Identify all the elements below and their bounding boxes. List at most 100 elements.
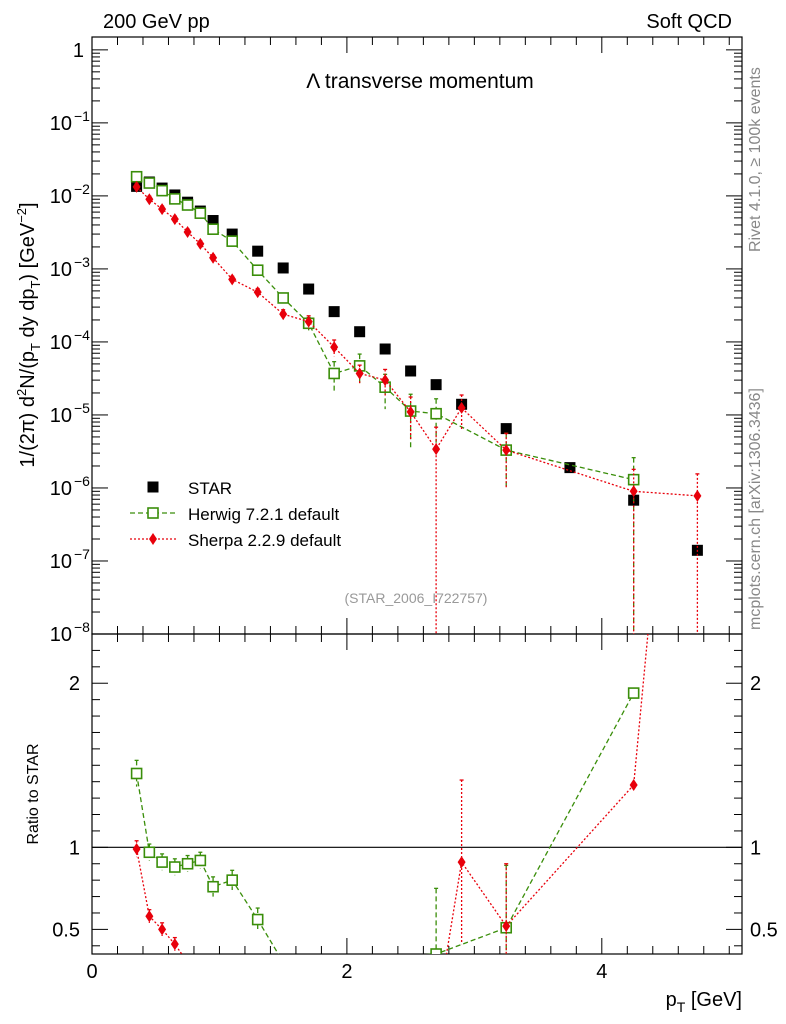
ratio-point bbox=[184, 956, 192, 968]
y-tick-label: 10 bbox=[50, 624, 72, 646]
ratio-point bbox=[438, 973, 446, 985]
main-point bbox=[430, 379, 442, 391]
main-point bbox=[251, 264, 264, 277]
legend-label: Sherpa 2.2.9 default bbox=[188, 531, 341, 550]
main-point bbox=[169, 193, 181, 205]
header-right: Soft QCD bbox=[646, 11, 732, 33]
y-tick-label: 10 bbox=[50, 478, 72, 500]
main-point bbox=[405, 365, 417, 377]
main-point bbox=[158, 203, 167, 216]
main-point bbox=[209, 251, 218, 264]
header-left: 200 GeV pp bbox=[103, 11, 210, 33]
main-point bbox=[457, 401, 466, 414]
y-tick-exponent: −5 bbox=[74, 400, 90, 416]
ratio-axis-ticks: 0.5 0.5 1 1 2 2 0 2 4 bbox=[52, 634, 778, 983]
ratio-point bbox=[158, 923, 167, 936]
main-y-axis-label: 1/(2π) d2N/(pT dy dpT) [GeV−2] bbox=[14, 202, 43, 467]
legend-marker bbox=[147, 507, 159, 519]
ratio-point bbox=[502, 920, 511, 933]
legend-marker bbox=[147, 481, 159, 493]
y-tick-exponent: −1 bbox=[74, 108, 90, 124]
ratio-point bbox=[251, 913, 264, 926]
ratio-series-1 bbox=[132, 103, 701, 985]
ratio-series-0 bbox=[130, 687, 640, 967]
legend: STAR Herwig 7.2.1 default Sherpa 2.2.9 def… bbox=[130, 479, 341, 550]
main-point bbox=[330, 341, 339, 354]
y-tick-exponent: −4 bbox=[74, 327, 90, 343]
ratio-point bbox=[143, 846, 156, 859]
main-series-layer bbox=[130, 170, 703, 634]
main-point bbox=[194, 207, 207, 219]
ratio-point bbox=[693, 103, 701, 115]
main-point bbox=[226, 235, 238, 247]
main-point bbox=[564, 462, 576, 474]
ratio-y-tick-label: 2 bbox=[69, 673, 80, 695]
ratio-series-layer bbox=[130, 103, 701, 985]
main-point bbox=[228, 273, 237, 286]
ratio-y-tick-label-right: 0.5 bbox=[750, 919, 778, 941]
y-tick-label: 10 bbox=[50, 332, 72, 354]
x-tick-label: 0 bbox=[86, 961, 97, 983]
main-point bbox=[207, 223, 219, 235]
analysis-watermark: (STAR_2006_I722757) bbox=[345, 590, 488, 606]
x-tick-label: 2 bbox=[341, 961, 352, 983]
y-tick-label: 1 bbox=[73, 40, 84, 62]
ratio-point bbox=[226, 874, 238, 886]
main-point bbox=[253, 286, 262, 299]
y-tick-exponent: −8 bbox=[74, 619, 90, 635]
main-point bbox=[379, 343, 391, 355]
main-series-2 bbox=[132, 180, 702, 634]
main-point bbox=[500, 423, 512, 435]
ratio-y-tick-label: 1 bbox=[69, 837, 80, 859]
legend-marker bbox=[149, 533, 157, 545]
main-point bbox=[354, 326, 366, 338]
main-series-line bbox=[136, 186, 698, 497]
main-point bbox=[629, 485, 638, 498]
rivet-version-label: Rivet 4.1.0, ≥ 100k events bbox=[747, 67, 764, 252]
main-point bbox=[502, 444, 511, 457]
y-tick-label: 10 bbox=[50, 551, 72, 573]
y-tick-exponent: −7 bbox=[74, 546, 90, 562]
y-tick-label: 10 bbox=[50, 113, 72, 135]
ratio-y-axis-label: Ratio to STAR bbox=[25, 743, 42, 844]
main-point bbox=[328, 306, 340, 318]
ratio-point bbox=[629, 778, 638, 791]
main-y-axis-label-text: 1/(2π) d2N/(pT dy dpT) [GeV−2] bbox=[14, 202, 43, 467]
y-tick-label: 10 bbox=[50, 186, 72, 208]
ratio-point bbox=[430, 948, 442, 954]
main-point bbox=[355, 367, 364, 380]
main-point bbox=[181, 199, 194, 211]
y-tick-exponent: −2 bbox=[74, 181, 90, 197]
main-point bbox=[196, 237, 205, 250]
ratio-point bbox=[156, 856, 168, 868]
ratio-point bbox=[278, 957, 288, 967]
ratio-point bbox=[130, 767, 143, 780]
y-tick-label: 10 bbox=[50, 259, 72, 281]
main-point bbox=[132, 180, 141, 193]
ratio-y-tick-label: 0.5 bbox=[52, 919, 80, 941]
legend-label: Herwig 7.2.1 default bbox=[188, 505, 339, 524]
ratio-series-line bbox=[135, 692, 635, 954]
ratio-point bbox=[132, 842, 141, 855]
ratio-point bbox=[169, 861, 181, 873]
legend-label: STAR bbox=[188, 479, 232, 498]
ratio-point bbox=[145, 910, 154, 923]
main-point bbox=[183, 226, 192, 239]
ratio-y-axis-label-text: Ratio to STAR bbox=[25, 743, 42, 844]
y-tick-exponent: −3 bbox=[74, 254, 90, 270]
main-point bbox=[406, 405, 415, 418]
main-point bbox=[279, 308, 288, 321]
main-axis-ticks: 110−110−210−310−410−510−610−710−8 bbox=[50, 37, 742, 646]
main-point bbox=[303, 283, 315, 295]
main-point bbox=[130, 170, 143, 183]
ratio-y-tick-label-right: 1 bbox=[750, 837, 761, 859]
main-point bbox=[328, 367, 340, 380]
ratio-point bbox=[170, 938, 179, 951]
main-point bbox=[143, 177, 156, 189]
ratio-point bbox=[181, 857, 194, 870]
x-tick-label: 4 bbox=[596, 961, 607, 983]
ratio-point bbox=[457, 856, 466, 869]
ratio-series-line bbox=[135, 634, 649, 954]
y-tick-exponent: −6 bbox=[74, 473, 90, 489]
